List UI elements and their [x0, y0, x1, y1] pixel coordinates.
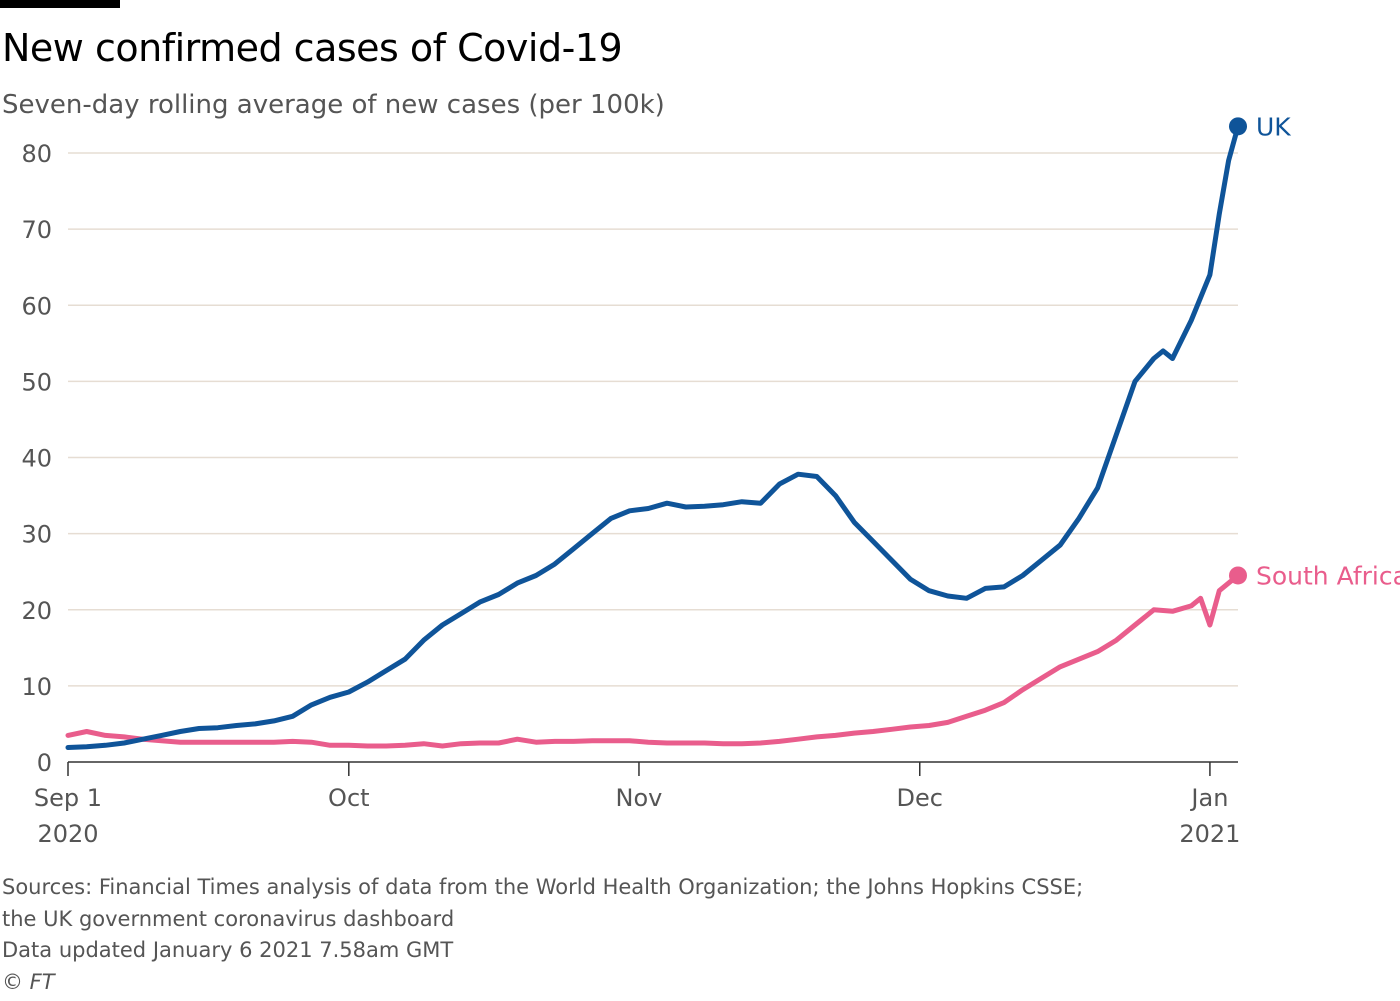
- y-tick-label: 80: [21, 140, 52, 168]
- x-tick-year-label: 2020: [37, 820, 98, 848]
- x-tick-label: Sep 1: [34, 784, 102, 812]
- series-end-dot-south-africa: [1229, 566, 1247, 585]
- y-tick-label: 10: [21, 673, 52, 701]
- sources-text-line-1: Sources: Financial Times analysis of dat…: [2, 875, 1084, 899]
- x-tick-label: Nov: [616, 784, 663, 812]
- y-tick-label: 0: [37, 749, 52, 777]
- sources-text-line-2: the UK government coronavirus dashboard: [2, 906, 455, 931]
- y-tick-label: 40: [21, 445, 52, 473]
- brand-top-bar: [0, 0, 120, 8]
- y-tick-label: 30: [21, 521, 52, 549]
- series-line-south-africa: [65, 573, 1241, 749]
- grid-lines: [68, 152, 1238, 687]
- x-tick-label: Oct: [328, 784, 370, 812]
- y-tick-label: 20: [21, 597, 52, 625]
- series-lines: [65, 117, 1247, 750]
- data-updated-text: Data updated January 6 2021 7.58am GMT: [2, 938, 454, 962]
- series-end-dot-uk: [1229, 117, 1247, 136]
- y-tick-label: 70: [21, 216, 52, 244]
- x-tick-label: Dec: [897, 784, 943, 812]
- x-tick-label: Jan: [1189, 784, 1228, 812]
- series-labels: South Africa UK: [1256, 112, 1400, 590]
- chart-footer: Sources: Financial Times analysis of dat…: [2, 872, 1083, 998]
- line-chart: 0 10 20 30 40 50 60 70 80 Sep 1 2020 Oct Nov Dec Jan 20…: [21, 112, 1400, 848]
- y-tick-label: 60: [21, 292, 52, 320]
- chart-subtitle: Seven-day rolling average of new cases (…: [2, 90, 665, 120]
- y-tick-label: 50: [21, 368, 52, 396]
- series-label-south-africa: South Africa: [1256, 561, 1400, 590]
- x-tick-year-label: 2021: [1179, 820, 1240, 848]
- axes: 0 10 20 30 40 50 60 70 80 Sep 1 2020 Oct Nov Dec Jan 20…: [21, 140, 1240, 848]
- copyright-text: © FT: [2, 969, 55, 994]
- chart-title: New confirmed cases of Covid-19: [2, 26, 623, 70]
- series-line-uk: [65, 123, 1241, 750]
- series-label-uk: UK: [1256, 112, 1291, 141]
